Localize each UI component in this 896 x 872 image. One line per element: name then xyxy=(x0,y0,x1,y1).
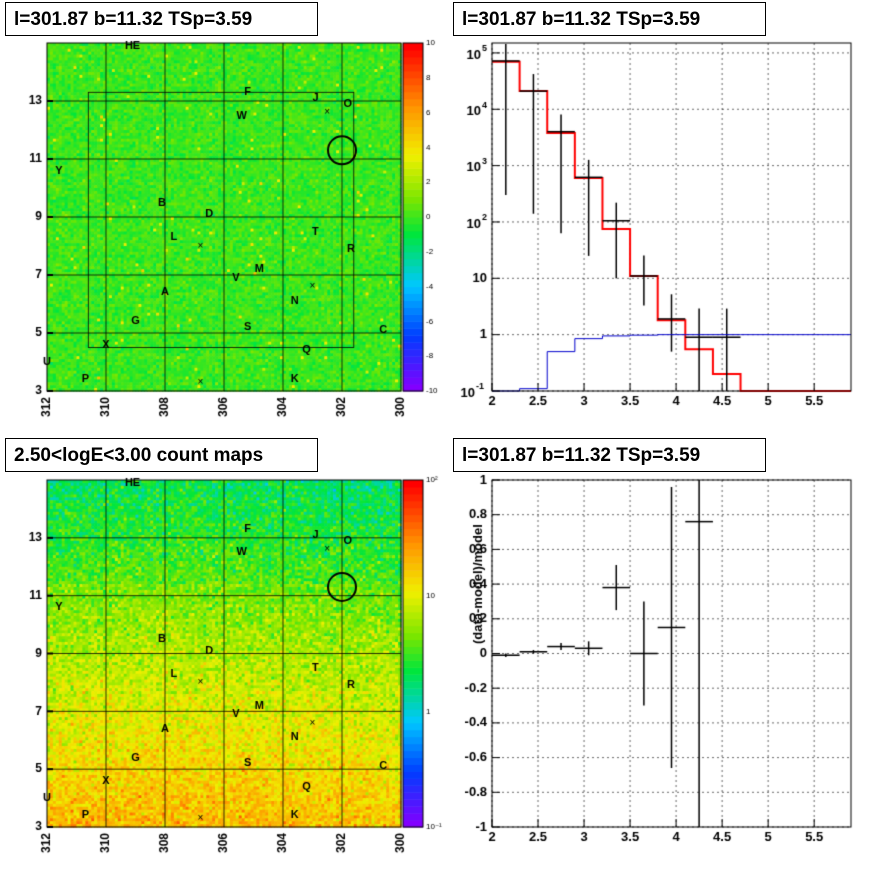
top-left-title: l=301.87 b=11.32 TSp=3.59 xyxy=(5,2,318,36)
top-right-title: l=301.87 b=11.32 TSp=3.59 xyxy=(453,2,766,36)
bottom-left-title: 2.50<logE<3.00 count maps xyxy=(5,438,318,472)
bottom-right-title: l=301.87 b=11.32 TSp=3.59 xyxy=(453,438,766,472)
